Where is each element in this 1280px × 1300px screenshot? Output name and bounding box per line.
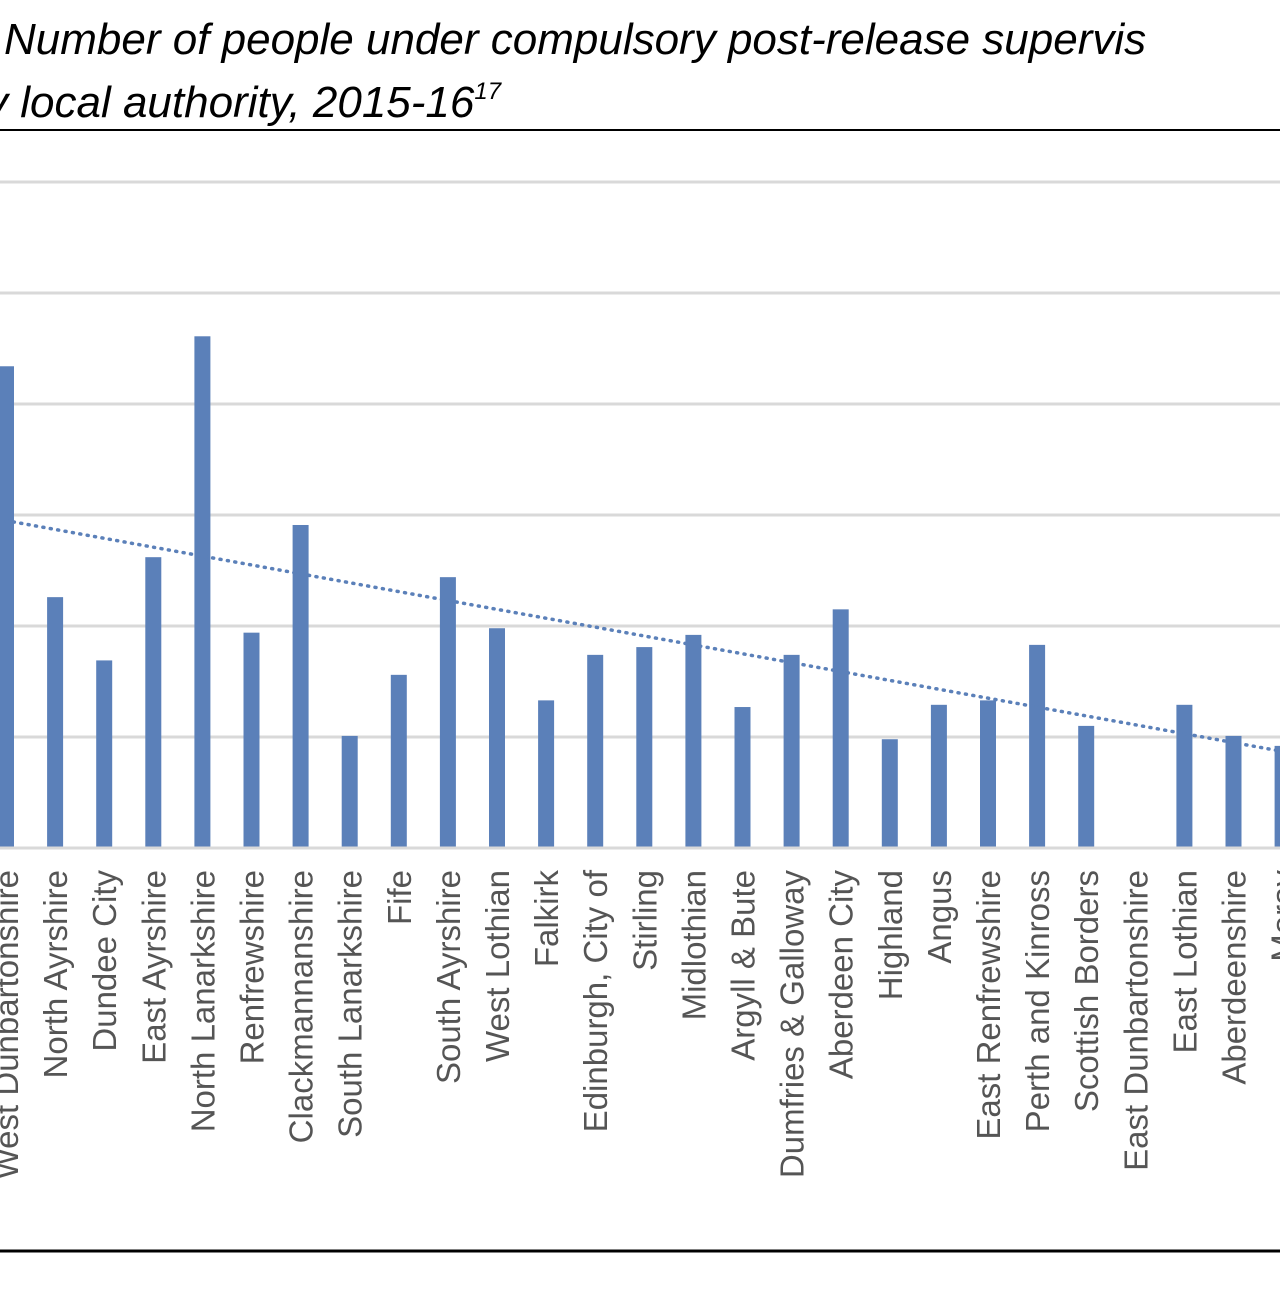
chart-title-line-2: y local authority, 2015-1617 [0, 80, 501, 125]
bar-east-renfrewshire [980, 700, 996, 848]
bar-scottish-borders [1078, 725, 1095, 848]
category-label: North Lanarkshire [184, 870, 221, 1132]
category-label: Stirling [626, 870, 663, 971]
bar-west-lothian [489, 628, 505, 848]
bar-renfrewshire [243, 632, 260, 848]
bar-west-dunbartonshire [0, 366, 14, 848]
trendline-group [4, 518, 1280, 753]
bar-stirling [636, 647, 653, 848]
bar-angus [930, 704, 947, 848]
chart-frame-rules [0, 129, 1280, 1253]
bar-fife [390, 674, 407, 848]
bar-aberdeen-city [832, 609, 849, 848]
category-label: Fife [381, 870, 418, 925]
chart-title-text-2: y local authority, 2015-16 [0, 78, 475, 127]
category-label: Scottish Borders [1068, 870, 1105, 1112]
bar-dumfries-galloway [783, 654, 800, 848]
category-label: Midlothian [675, 870, 712, 1020]
bar-east-lothian [1176, 704, 1193, 848]
category-label: Aberdeenshire [1216, 870, 1253, 1085]
category-label: Clackmannanshire [283, 870, 320, 1143]
chart-title-text-1: Number of people under compulsory post-r… [4, 15, 1147, 64]
bar-falkirk [538, 700, 555, 848]
category-label: Renfrewshire [234, 870, 271, 1064]
category-label: West Lothian [479, 870, 516, 1062]
bar-midlothian [685, 634, 702, 848]
category-label: Angus [921, 870, 958, 964]
category-label: Falkirk [528, 870, 565, 968]
category-label: Aberdeen City [823, 870, 860, 1080]
category-label: West Dunbartonshire [0, 870, 25, 1179]
bar-south-ayrshire [439, 577, 456, 848]
category-label: East Dunbartonshire [1117, 870, 1154, 1171]
category-label: Argyll & Bute [725, 870, 762, 1061]
category-label: Highland [872, 870, 909, 1000]
category-label: South Ayrshire [430, 870, 467, 1084]
bar-east-ayrshire [145, 557, 162, 848]
bar-edinburgh-city-of [587, 654, 604, 848]
category-label: Perth and Kinross [1019, 870, 1056, 1132]
category-label: North Ayrshire [37, 870, 74, 1078]
bar-highland [881, 739, 898, 848]
bar-south-lanarkshire [341, 735, 358, 848]
category-label: East Ayrshire [135, 870, 172, 1064]
category-labels: West Dunbartonshire North Ayrshire Dundee … [0, 869, 1280, 1179]
chart-title-footnote-ref: 17 [474, 78, 502, 105]
bar-aberdeenshire [1225, 735, 1242, 848]
category-label: East Renfrewshire [970, 870, 1007, 1140]
trendline [4, 518, 1280, 753]
bar-argyll-bute [734, 707, 751, 848]
bar-clackmannanshire [292, 524, 309, 848]
category-label: Dumfries & Galloway [774, 870, 811, 1179]
category-label: Dundee City [86, 870, 123, 1052]
bar-north-ayrshire [47, 597, 64, 848]
chart-title-line-1: Number of people under compulsory post-r… [4, 18, 1146, 62]
category-label: Edinburgh, City of [577, 869, 614, 1132]
category-label: South Lanarkshire [332, 870, 369, 1138]
bar-moray [1274, 745, 1280, 848]
category-label: East Lothian [1166, 870, 1203, 1053]
gridlines [0, 180, 1280, 739]
bar-north-lanarkshire [194, 336, 211, 848]
bar-perth-and-kinross [1029, 644, 1046, 848]
bar-series [0, 336, 1280, 848]
category-label: Moray [1265, 870, 1280, 962]
bar-dundee-city [96, 660, 113, 848]
